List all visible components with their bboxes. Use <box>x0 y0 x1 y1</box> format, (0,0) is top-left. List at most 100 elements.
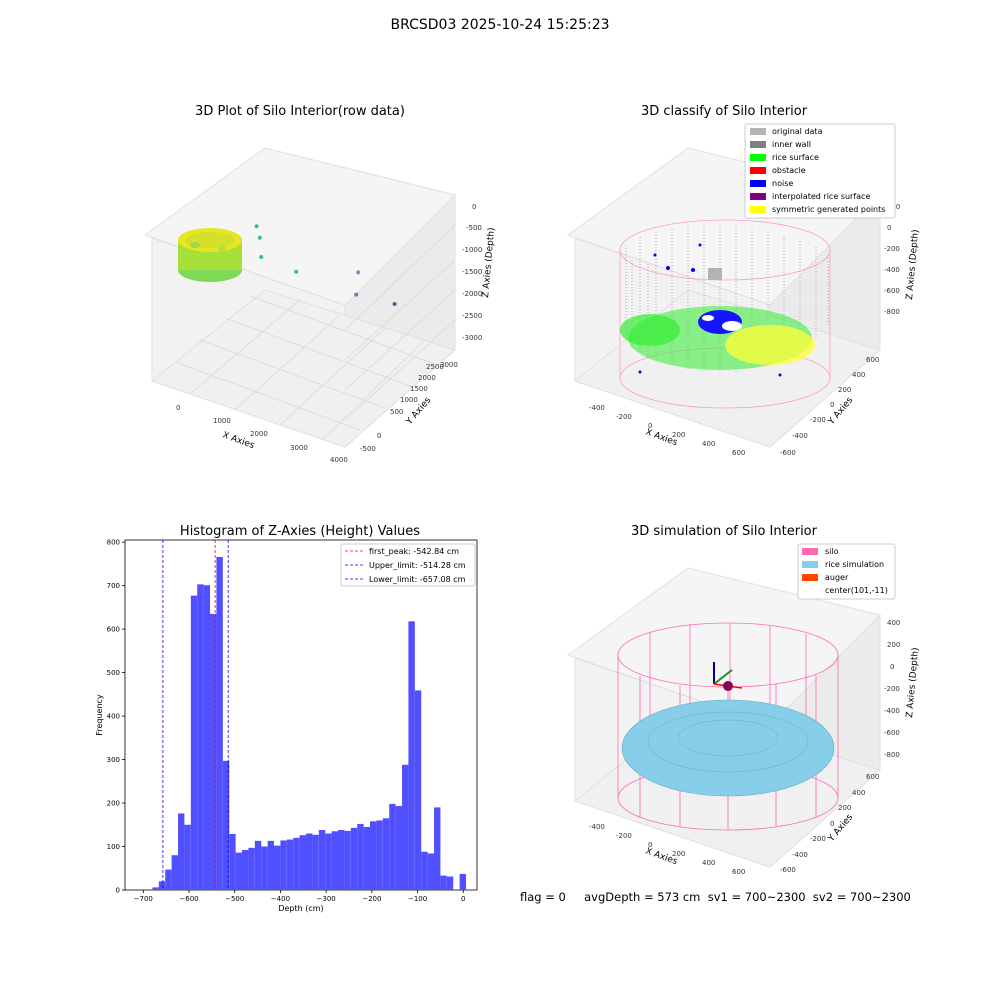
z-axis-label: Z Axies (Depth) <box>905 647 921 718</box>
y-tick: -600 <box>780 866 796 874</box>
z-axis-label: Z Axies (Depth) <box>905 229 921 300</box>
histogram-bar <box>222 760 230 890</box>
x-tick: -400 <box>589 823 605 831</box>
raw-point-cloud <box>178 228 242 282</box>
y-tick: 0 <box>377 432 381 440</box>
y-tick-label: 700 <box>107 582 120 590</box>
z-tick: -400 <box>884 707 900 715</box>
x-tick-label: −500 <box>225 895 244 903</box>
histogram-bar <box>229 833 236 890</box>
x-tick-label: −300 <box>317 895 336 903</box>
histogram-bar <box>370 821 377 890</box>
grid-lines <box>174 224 456 441</box>
x-tick-labels: -400 -200 0 200 400 600 <box>589 823 745 876</box>
histogram-bar <box>446 876 454 890</box>
x-tick: 600 <box>732 868 745 876</box>
y-tick: -400 <box>792 851 808 859</box>
simulation-plot-title: 3D simulation of Silo Interior <box>631 524 817 539</box>
z-axis-label: Z Axies (Depth) <box>481 227 497 298</box>
histogram-bar <box>184 824 191 890</box>
histogram-bar <box>331 831 339 890</box>
x-tick: -200 <box>616 413 632 421</box>
legend-swatch <box>750 128 766 135</box>
y-tick-label: 500 <box>107 669 120 677</box>
histogram-bar <box>190 595 198 890</box>
y-tick: 1500 <box>410 385 428 393</box>
legend-swatch <box>750 180 766 187</box>
legend-label: Lower_limit: -657.08 cm <box>369 575 466 584</box>
legend-label: interpolated rice surface <box>772 192 870 201</box>
x-tick-labels: 0 1000 2000 3000 4000 <box>176 404 348 464</box>
raw-data-3d-plot: 0 1000 2000 3000 4000 -500 0 500 1000 15… <box>143 147 497 464</box>
legend-label: rice surface <box>772 153 819 162</box>
rice-simulation-surface <box>621 699 835 797</box>
histogram-bar <box>235 852 243 890</box>
histogram-title: Histogram of Z-Axies (Height) Values <box>179 524 421 539</box>
histogram-bar <box>312 834 319 890</box>
x-tick: -200 <box>616 832 632 840</box>
x-tick-label: −700 <box>134 895 153 903</box>
depth-histogram: −700 −600 −500 −400 −300 −200 −100 0 0 100 200 300… <box>95 539 478 913</box>
histogram-bar <box>171 855 179 890</box>
y-tick: -400 <box>792 432 808 440</box>
z-tick: -3000 <box>462 334 482 342</box>
legend-swatch <box>802 548 818 555</box>
reference-lines <box>162 540 229 890</box>
histogram-bar <box>344 830 351 890</box>
x-tick: 600 <box>732 449 745 457</box>
auger-markers <box>713 662 743 691</box>
x-tick: 4000 <box>330 456 348 464</box>
histogram-bar <box>293 837 300 890</box>
histogram-bars <box>152 556 467 890</box>
outlier-point <box>259 255 264 259</box>
outlier-point <box>294 269 299 274</box>
x-tick-label: −100 <box>408 895 427 903</box>
x-tick: 200 <box>672 850 685 858</box>
histogram-bar <box>210 613 217 890</box>
y-tick: -600 <box>780 449 796 457</box>
z-tick: -800 <box>884 308 900 316</box>
y-tick: 2000 <box>418 374 436 382</box>
x-tick: 0 <box>176 404 180 412</box>
x-axis-label: Depth (cm) <box>278 904 323 913</box>
y-tick: 3000 <box>440 361 458 369</box>
histogram-bar <box>350 827 358 890</box>
y-tick: -500 <box>360 445 376 453</box>
y-tick-label: 600 <box>107 626 120 634</box>
histogram-bar <box>306 833 313 890</box>
z-tick: -600 <box>884 729 900 737</box>
legend-label: Upper_limit: -514.28 cm <box>369 561 466 570</box>
x-tick: 1000 <box>213 417 231 425</box>
histogram-bar <box>440 875 447 890</box>
histogram-bar <box>152 887 159 890</box>
legend-swatch <box>750 167 766 174</box>
histogram-bar <box>325 833 332 890</box>
y-tick-labels: -600 -400 -200 0 200 400 600 <box>780 773 879 874</box>
histogram-bar <box>402 764 409 890</box>
y-tick-labels: -500 0 500 1000 1500 2000 2500 3000 <box>360 361 458 453</box>
z-tick: -400 <box>884 266 900 274</box>
outlier-point <box>356 270 361 275</box>
histogram-bar <box>459 873 467 890</box>
histogram-bar <box>203 585 211 890</box>
x-tick: 400 <box>702 440 715 448</box>
rice-surface-points <box>620 306 815 370</box>
legend-label: silo <box>825 547 839 556</box>
x-tick-label: −400 <box>271 895 290 903</box>
histogram-bar <box>414 690 422 890</box>
outlier-point <box>254 224 259 229</box>
legend-label: obstacle <box>772 166 806 175</box>
x-tick: 2000 <box>250 430 268 438</box>
y-tick-label: 300 <box>107 756 120 764</box>
histogram-bar <box>286 839 294 890</box>
z-tick: 0 <box>472 203 476 211</box>
histogram-bar <box>421 851 428 890</box>
histogram-bar <box>216 556 223 890</box>
y-tick-label: 200 <box>107 800 120 808</box>
x-tick-label: 0 <box>461 895 465 903</box>
y-ticks: 0 100 200 300 400 500 600 700 800 <box>107 539 125 895</box>
histogram-bar <box>242 850 249 890</box>
simulation-3d-plot: -400 -200 0 200 400 600 -600 -400 -200 0… <box>566 543 921 876</box>
histogram-bar <box>382 818 390 890</box>
z-tick: -500 <box>466 224 482 232</box>
